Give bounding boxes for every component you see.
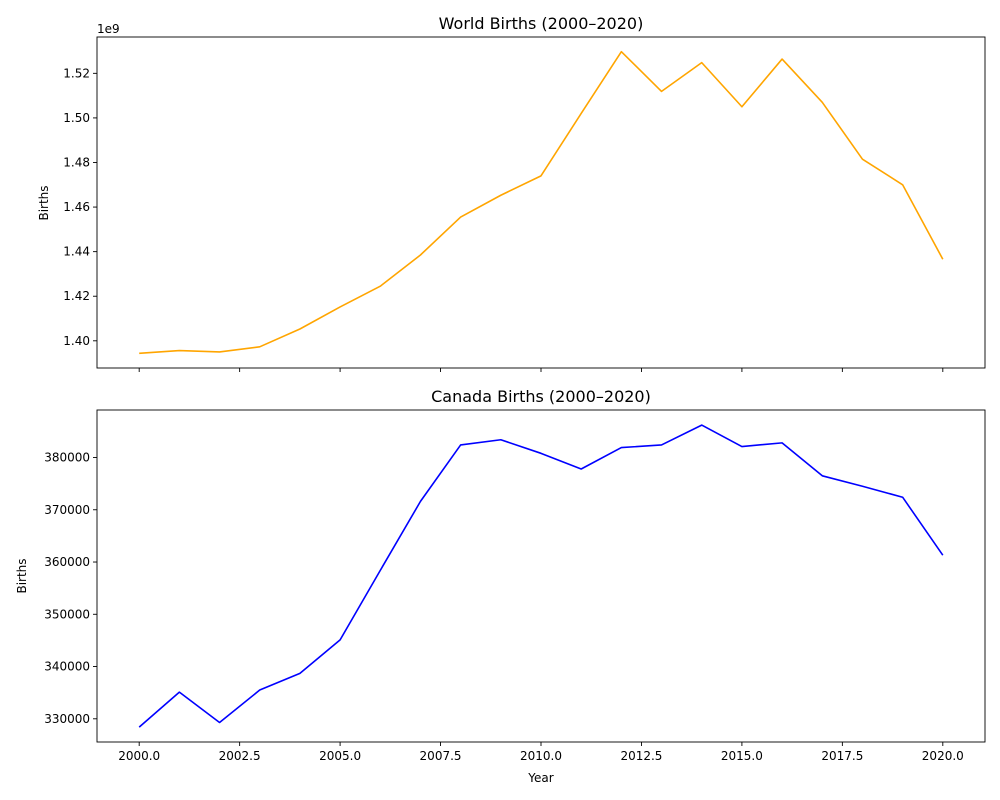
world-y-tick-label: 1.48 [63, 155, 90, 169]
canada-x-tick-label: 2012.5 [620, 749, 662, 763]
world-y-tick-label: 1.44 [63, 245, 90, 259]
canada-y-tick-label: 350000 [44, 607, 90, 621]
canada-plot-frame [96, 409, 986, 743]
canada-y-tick-label: 380000 [44, 451, 90, 465]
canada-x-tick-label: 2002.5 [219, 749, 261, 763]
canada-births-panel: Canada Births (2000–2020) Births Year 33… [15, 387, 986, 785]
canada-x-tick-label: 2005.0 [319, 749, 361, 763]
canada-x-tick-label: 2017.5 [821, 749, 863, 763]
canada-y-tick-label: 330000 [44, 712, 90, 726]
canada-chart-title: Canada Births (2000–2020) [431, 387, 651, 406]
world-chart-title: World Births (2000–2020) [439, 14, 644, 33]
world-y-tick-label: 1.42 [63, 289, 90, 303]
world-x-ticks [138, 368, 944, 372]
world-y-offset-label: 1e9 [97, 22, 120, 36]
canada-x-tick-label: 2020.0 [922, 749, 964, 763]
canada-x-tick-label: 2010.0 [520, 749, 562, 763]
canada-x-tick-label: 2007.5 [420, 749, 462, 763]
canada-x-tick-label: 2015.0 [721, 749, 763, 763]
world-y-tick-label: 1.40 [63, 334, 90, 348]
world-plot-frame [96, 36, 986, 369]
world-births-panel: World Births (2000–2020) 1e9 Births 1.40… [37, 14, 986, 372]
canada-x-axis-label: Year [527, 771, 553, 785]
canada-births-line [138, 424, 944, 728]
canada-x-ticks: 2000.0 2002.5 2005.0 2007.5 2010.0 2012.5 2015… [118, 742, 964, 763]
world-births-line [139, 50, 944, 355]
world-y-axis-label: Births [37, 185, 51, 220]
canada-y-tick-label: 370000 [44, 503, 90, 517]
world-y-tick-label: 1.50 [63, 111, 90, 125]
canada-y-tick-label: 360000 [44, 555, 90, 569]
world-y-ticks: 1.40 1.42 1.44 1.46 1.48 1.50 1.52 [63, 66, 97, 348]
canada-y-ticks: 330000 340000 350000 360000 370000 380000 [44, 451, 97, 726]
canada-y-axis-label: Births [15, 558, 29, 593]
world-y-tick-label: 1.46 [63, 200, 90, 214]
canada-y-tick-label: 340000 [44, 660, 90, 674]
world-y-tick-label: 1.52 [63, 66, 90, 80]
canada-x-tick-label: 2000.0 [118, 749, 160, 763]
